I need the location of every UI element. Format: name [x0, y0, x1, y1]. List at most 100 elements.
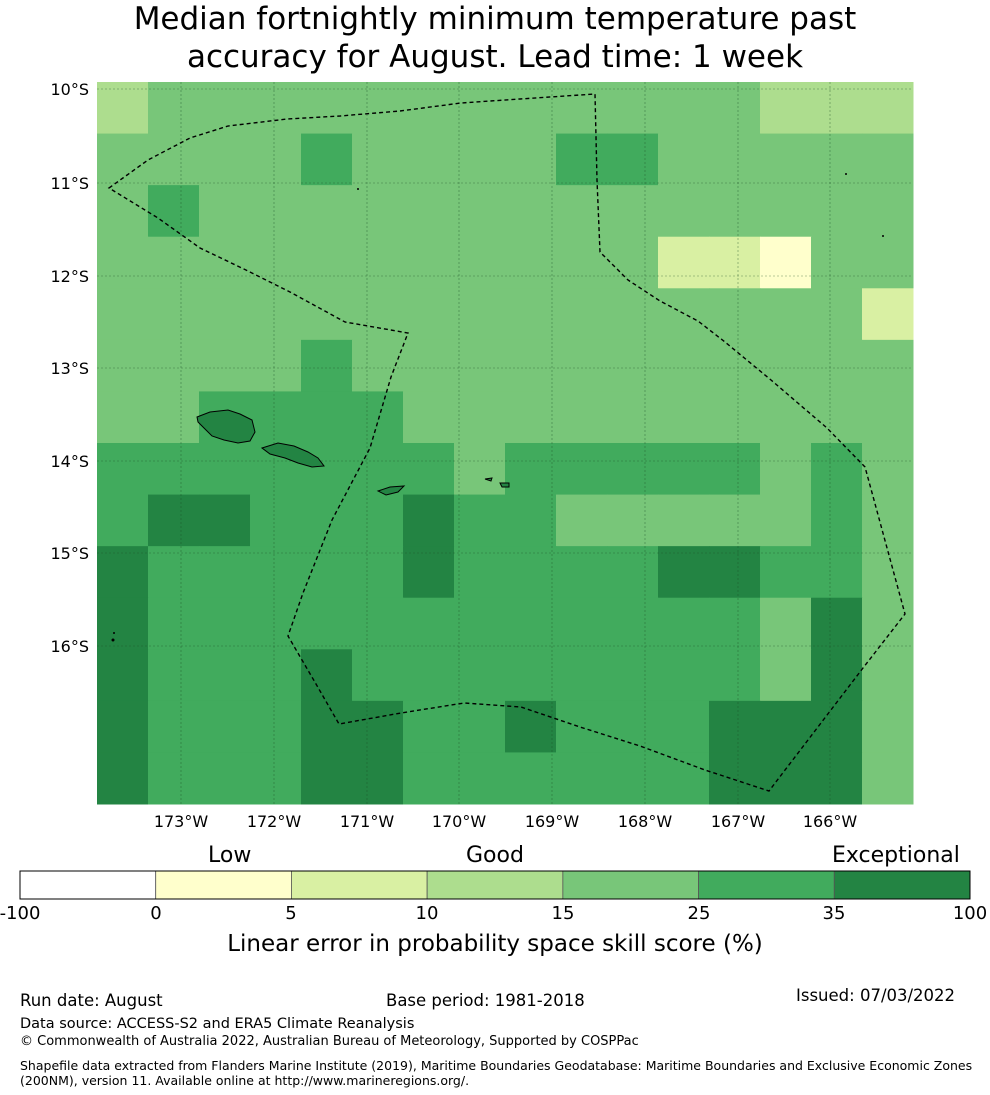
grid-cell [250, 546, 302, 599]
longitude-label: 169°W [525, 812, 580, 831]
grid-cell [862, 546, 914, 599]
grid-cell [556, 339, 608, 392]
grid-cell [199, 546, 251, 599]
grid-cell [454, 82, 506, 135]
grid-cell [505, 82, 557, 135]
grid-cell [658, 649, 710, 702]
latitude-label: 16°S [50, 637, 89, 656]
grid-cell [760, 236, 812, 289]
grid-cell [403, 700, 455, 753]
colorbar-tick: 25 [687, 903, 711, 924]
grid-cell [301, 391, 353, 444]
grid-cell [505, 443, 557, 496]
longitude-label: 166°W [803, 812, 858, 831]
grid-cell [403, 133, 455, 186]
grid-cell [301, 339, 353, 392]
grid-cell [250, 494, 302, 547]
grid-cell [862, 752, 914, 805]
base-period: Base period: 1981-2018 [386, 991, 585, 1010]
grid-cell [556, 752, 608, 805]
grid-cell [97, 288, 149, 341]
grid-cell [454, 546, 506, 599]
grid-cell [760, 546, 812, 599]
grid-cell [97, 597, 149, 650]
longitude-label: 172°W [247, 812, 302, 831]
grid-cell [607, 546, 659, 599]
grid-cell [403, 597, 455, 650]
grid-cell [658, 185, 710, 238]
grid-cell [760, 82, 812, 135]
colorbar-segment [291, 870, 428, 900]
grid-cell [709, 133, 761, 186]
grid-cell [556, 546, 608, 599]
grid-cell [454, 649, 506, 702]
grid-cell [505, 133, 557, 186]
grid-cell [301, 546, 353, 599]
grid-cell [199, 649, 251, 702]
grid-cell [607, 597, 659, 650]
grid-cell [97, 391, 149, 444]
grid-cell [148, 133, 200, 186]
colorbar-segment [155, 870, 292, 900]
grid-cell [250, 339, 302, 392]
grid-cell [760, 288, 812, 341]
grid-cell [505, 752, 557, 805]
grid-cell [301, 700, 353, 753]
grid-cell [658, 494, 710, 547]
grid-cell [97, 649, 149, 702]
grid-cell [811, 339, 863, 392]
grid-cell [199, 597, 251, 650]
grid-cell [301, 133, 353, 186]
grid-cell [709, 339, 761, 392]
eez-boundary [107, 93, 906, 792]
grid-cell [352, 700, 404, 753]
grid-cell [301, 752, 353, 805]
longitude-label: 173°W [154, 812, 209, 831]
latitude-label: 13°S [50, 359, 89, 378]
grid-cell [301, 288, 353, 341]
grid-cell [148, 649, 200, 702]
grid-cell [760, 752, 812, 805]
grid-cell [862, 700, 914, 753]
grid-cell [556, 236, 608, 289]
grid-cell [454, 236, 506, 289]
grid-cell [148, 236, 200, 289]
grid-cell [811, 82, 863, 135]
grid-cell [352, 752, 404, 805]
grid-cell [658, 339, 710, 392]
grid-cell [607, 288, 659, 341]
upolu-island [260, 442, 325, 468]
longitude-label: 168°W [618, 812, 673, 831]
grid-cell [199, 185, 251, 238]
title-line-1: Median fortnightly minimum temperature p… [133, 1, 857, 37]
grid-cell [607, 494, 659, 547]
grid-cell [811, 288, 863, 341]
grid-cell [709, 185, 761, 238]
grid-cell [250, 236, 302, 289]
grid-cell [403, 339, 455, 392]
grid-cell [760, 443, 812, 496]
grid-cell [607, 339, 659, 392]
grid-cell [607, 443, 659, 496]
grid-cell [709, 700, 761, 753]
grid-cell [862, 236, 914, 289]
colorbar-segment [426, 870, 564, 900]
manua-island-1 [484, 477, 493, 482]
grid-cell [352, 546, 404, 599]
colorbar-tick: 35 [822, 903, 846, 924]
grid-cell [454, 752, 506, 805]
grid-cell [505, 339, 557, 392]
grid-cell [352, 494, 404, 547]
grid-cell [658, 288, 710, 341]
grid-cell [505, 494, 557, 547]
latitude-label: 14°S [50, 452, 89, 471]
grid-cell [709, 443, 761, 496]
grid-cell [862, 288, 914, 341]
latitude-label: 15°S [50, 544, 89, 563]
colorbar-segment [833, 870, 971, 900]
grid-cell [148, 597, 200, 650]
grid-cell [556, 494, 608, 547]
grid-cell [403, 391, 455, 444]
grid-cell [760, 339, 812, 392]
grid-cell [148, 443, 200, 496]
